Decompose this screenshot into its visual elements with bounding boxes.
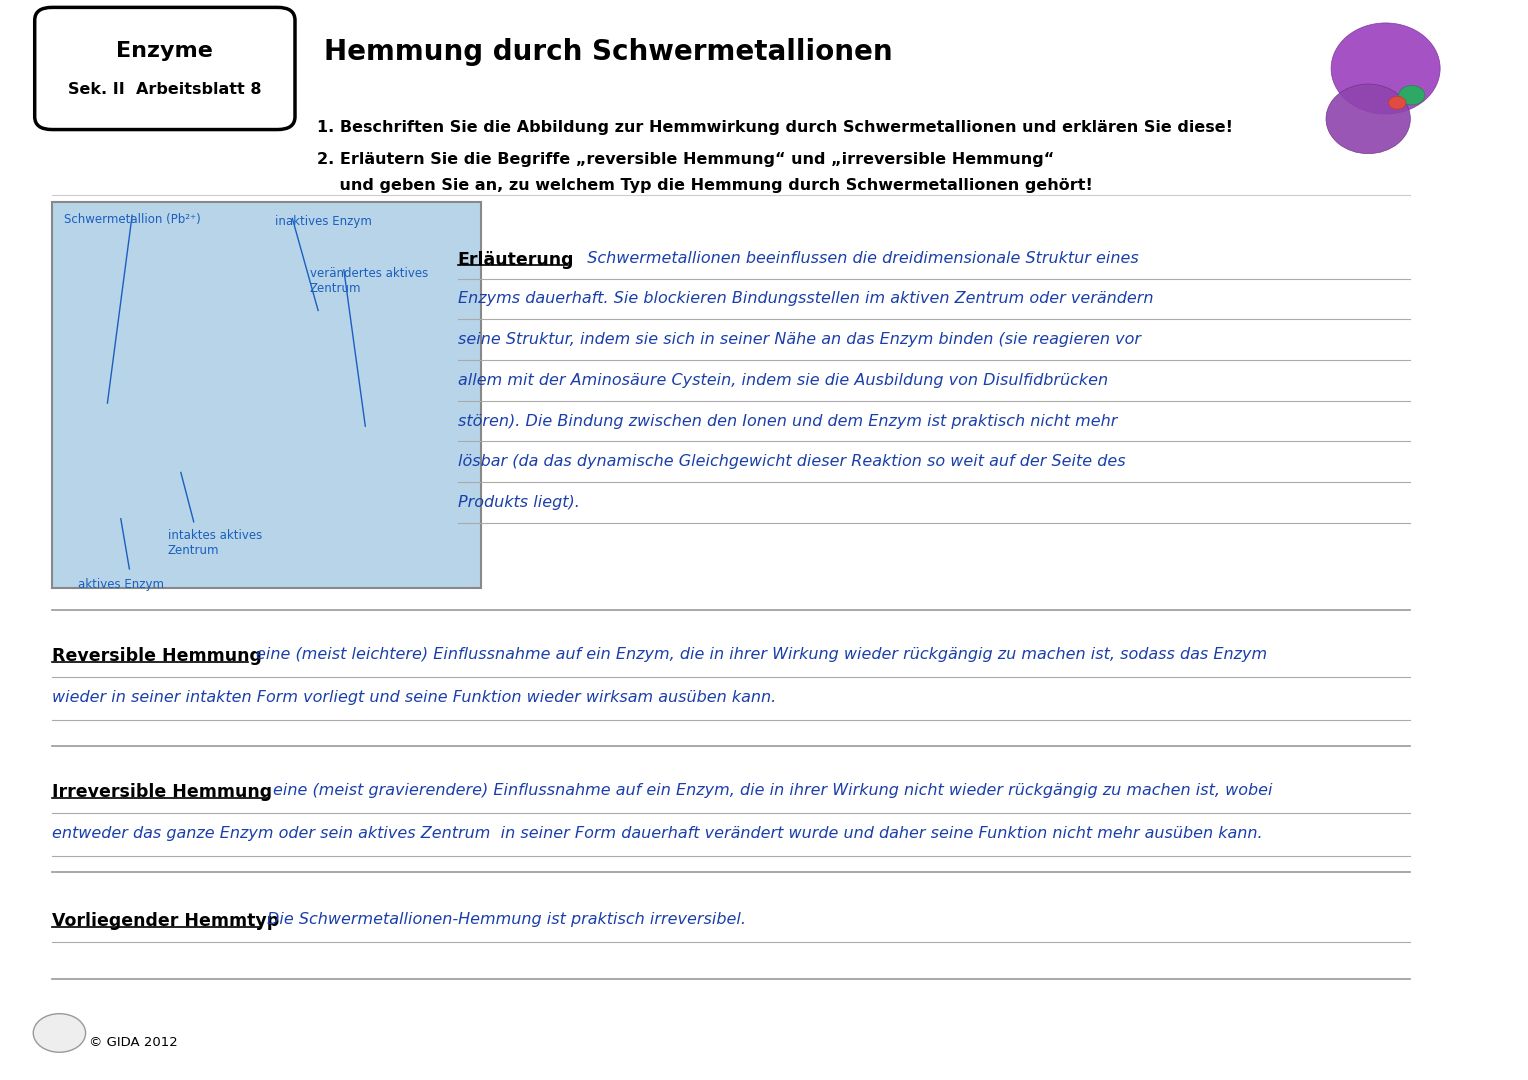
Text: eine (meist gravierendere) Einflussnahme auf ein Enzym, die in ihrer Wirkung nic: eine (meist gravierendere) Einflussnahme… <box>274 783 1273 798</box>
Circle shape <box>1398 85 1426 105</box>
Circle shape <box>34 1014 86 1052</box>
Text: Erläuterung: Erläuterung <box>458 251 575 269</box>
Text: seine Struktur, indem sie sich in seiner Nähe an das Enzym binden (sie reagieren: seine Struktur, indem sie sich in seiner… <box>458 332 1141 347</box>
Text: 1. Beschriften Sie die Abbildung zur Hemmwirkung durch Schwermetallionen und erk: 1. Beschriften Sie die Abbildung zur Hem… <box>316 120 1233 135</box>
Text: aktives Enzym: aktives Enzym <box>78 578 163 591</box>
Text: Produkts liegt).: Produkts liegt). <box>458 495 579 510</box>
Text: intaktes aktives
Zentrum: intaktes aktives Zentrum <box>168 529 263 557</box>
Text: verändertes aktives
Zentrum: verändertes aktives Zentrum <box>310 267 428 295</box>
Text: stören). Die Bindung zwischen den Ionen und dem Enzym ist praktisch nicht mehr: stören). Die Bindung zwischen den Ionen … <box>458 414 1117 429</box>
Text: © GIDA 2012: © GIDA 2012 <box>89 1036 177 1049</box>
Text: Hemmung durch Schwermetallionen: Hemmung durch Schwermetallionen <box>324 39 892 67</box>
Text: Enzyms dauerhaft. Sie blockieren Bindungsstellen im aktiven Zentrum oder verände: Enzyms dauerhaft. Sie blockieren Bindung… <box>458 292 1154 307</box>
Circle shape <box>1389 96 1406 109</box>
Text: Vorliegender Hemmtyp: Vorliegender Hemmtyp <box>52 912 280 930</box>
Text: lösbar (da das dynamische Gleichgewicht dieser Reaktion so weit auf der Seite de: lösbar (da das dynamische Gleichgewicht … <box>458 455 1126 470</box>
Text: Reversible Hemmung: Reversible Hemmung <box>52 647 261 665</box>
Text: 2. Erläutern Sie die Begriffe „reversible Hemmung“ und „irreversible Hemmung“: 2. Erläutern Sie die Begriffe „reversibl… <box>316 152 1054 167</box>
Text: inaktives Enzym: inaktives Enzym <box>275 215 373 228</box>
Text: GIDA: GIDA <box>49 1028 70 1038</box>
Text: Schwermetallionen beeinflussen die dreidimensionale Struktur eines: Schwermetallionen beeinflussen die dreid… <box>578 251 1138 266</box>
Text: Die Schwermetallionen-Hemmung ist praktisch irreversibel.: Die Schwermetallionen-Hemmung ist prakti… <box>267 912 746 927</box>
Text: Schwermetallion (Pb²⁺): Schwermetallion (Pb²⁺) <box>64 213 200 226</box>
Text: eine (meist leichtere) Einflussnahme auf ein Enzym, die in ihrer Wirkung wieder : eine (meist leichtere) Einflussnahme auf… <box>255 647 1267 662</box>
Text: wieder in seiner intakten Form vorliegt und seine Funktion wieder wirksam ausübe: wieder in seiner intakten Form vorliegt … <box>52 690 776 705</box>
Text: Enzyme: Enzyme <box>116 41 214 62</box>
Text: entweder das ganze Enzym oder sein aktives Zentrum  in seiner Form dauerhaft ver: entweder das ganze Enzym oder sein aktiv… <box>52 826 1262 841</box>
Text: allem mit der Aminosäure Cystein, indem sie die Ausbildung von Disulfidbrücken: allem mit der Aminosäure Cystein, indem … <box>458 373 1108 388</box>
Ellipse shape <box>1331 23 1441 114</box>
Text: und geben Sie an, zu welchem Typ die Hemmung durch Schwermetallionen gehört!: und geben Sie an, zu welchem Typ die Hem… <box>316 178 1093 192</box>
FancyBboxPatch shape <box>35 8 295 130</box>
Text: Irreversible Hemmung: Irreversible Hemmung <box>52 783 272 801</box>
FancyBboxPatch shape <box>52 202 481 589</box>
Text: Sek. II  Arbeitsblatt 8: Sek. II Arbeitsblatt 8 <box>69 82 261 97</box>
Ellipse shape <box>1326 84 1410 153</box>
